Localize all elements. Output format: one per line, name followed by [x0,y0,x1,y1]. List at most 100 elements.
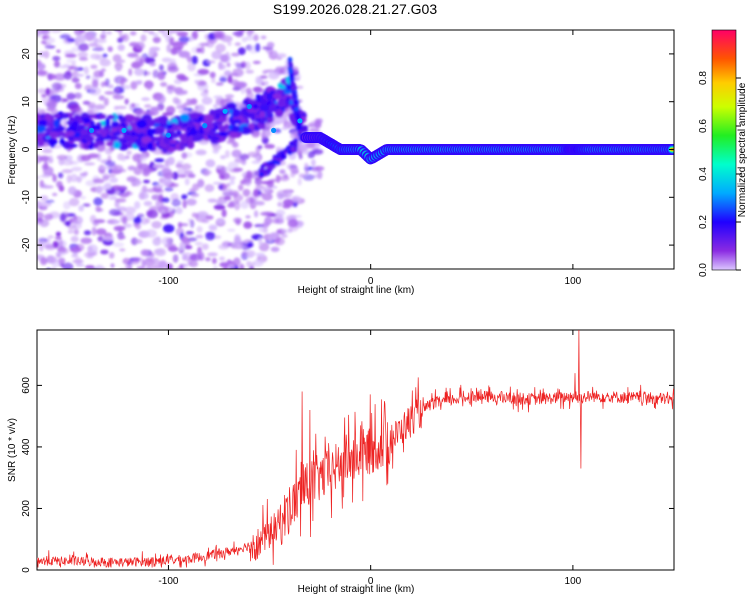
noise-blob [52,55,61,62]
noise-blob [154,158,165,163]
noise-blob [167,246,179,252]
noise-blob [162,224,175,233]
colorbar-tick-label: 0.8 [698,71,709,85]
noise-blob [190,98,198,105]
noise-blob [73,229,79,235]
signal-blob [247,123,255,129]
noise-blob [56,180,63,188]
signal-blob [285,96,291,105]
noise-blob [223,196,232,201]
noise-blob [72,219,79,224]
signal-blob [242,100,249,105]
noise-blob [97,235,105,242]
signal-blob [287,150,293,156]
noise-blob [143,200,153,207]
noise-blob [161,30,172,38]
noise-blob [38,275,42,281]
noise-blob [39,108,46,116]
noise-blob [41,205,47,209]
noise-blob [135,22,140,29]
noise-blob [79,275,90,279]
noise-blob [309,128,320,133]
noise-blob [106,270,112,278]
noise-blob [107,174,116,178]
noise-blob [274,237,285,246]
signal-blob [65,130,76,137]
noise-blob [155,184,164,188]
noise-blob [43,22,53,25]
noise-blob [52,192,58,197]
noise-blob [203,170,210,176]
noise-blob [95,264,104,269]
noise-blob [151,221,162,229]
noise-blob [190,219,195,228]
noise-blob [219,256,225,261]
noise-blob [135,239,143,244]
y-tick-label: -20 [21,237,32,252]
noise-blob [152,33,159,37]
noise-blob [144,104,152,108]
signal-blob [136,119,147,129]
noise-blob [304,162,309,170]
noise-blob [99,58,111,67]
signal-blob [276,151,282,156]
noise-blob [92,178,105,184]
noise-blob [226,62,231,68]
noise-blob [62,98,69,103]
noise-blob [270,246,280,252]
signal-blob [225,102,237,110]
noise-blob [129,260,140,265]
noise-blob [181,90,188,95]
noise-blob [109,208,121,216]
noise-blob [237,47,246,55]
noise-blob [46,23,55,30]
y-tick-label: 200 [21,500,32,517]
noise-blob [145,218,151,224]
signal-blob [271,107,278,112]
noise-blob [127,264,133,269]
noise-blob [87,17,97,25]
noise-blob [226,182,231,188]
noise-blob [239,30,246,33]
signal-blob [50,138,58,146]
noise-blob [144,257,155,267]
signal-blob [168,139,178,144]
signal-blob [259,110,266,119]
noise-blob [196,43,202,47]
noise-blob [48,155,54,164]
signal-blob [124,114,134,122]
signal-blob [276,88,283,95]
noise-blob [246,260,252,268]
noise-blob [143,179,150,184]
noise-blob [160,82,168,87]
signal-blob [291,85,297,91]
spectrogram-ylabel: Frequency (Hz) [7,116,18,185]
signal-blob [179,142,186,151]
noise-blob [195,149,207,156]
noise-blob [295,85,304,90]
signal-blob [265,92,273,101]
noise-blob [268,71,280,80]
noise-blob [103,97,109,107]
noise-blob [161,197,170,203]
noise-blob [180,236,189,243]
noise-blob [98,165,109,170]
noise-blob [275,174,281,183]
noise-blob [235,62,245,69]
noise-blob [229,179,235,185]
noise-blob [279,169,286,175]
noise-blob [314,120,322,129]
noise-blob [254,200,265,206]
colorbar-gradient [712,30,736,270]
noise-blob [140,34,147,42]
noise-blob [56,49,61,53]
noise-blob [84,265,95,269]
noise-blob [241,36,248,43]
noise-blob [65,220,71,227]
noise-blob [146,209,158,219]
noise-blob [58,257,66,265]
noise-blob [197,178,205,188]
noise-blob [43,160,49,169]
signal-blob [68,143,78,148]
